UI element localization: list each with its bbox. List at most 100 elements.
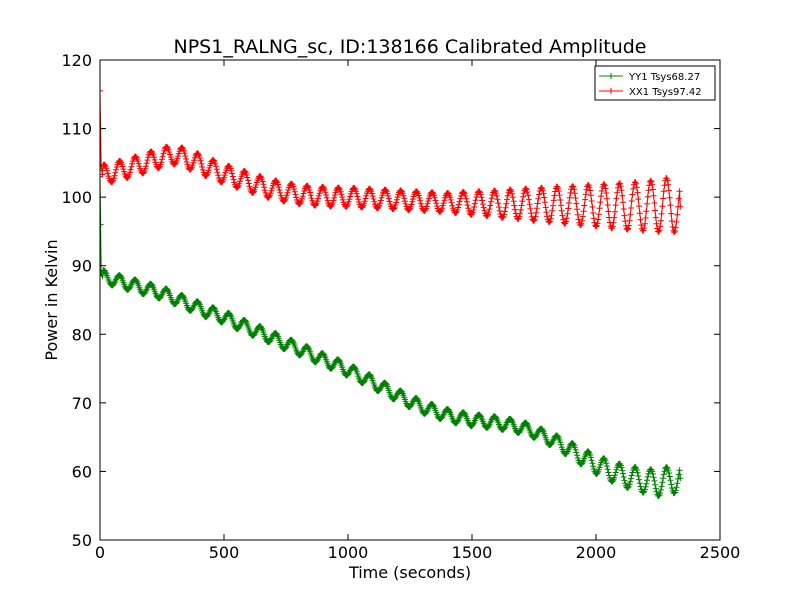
data-point <box>634 469 641 476</box>
data-point <box>550 197 557 204</box>
data-point <box>605 208 612 215</box>
data-point <box>586 184 593 191</box>
data-point <box>676 188 683 195</box>
data-point <box>385 192 392 199</box>
data-point <box>627 211 634 218</box>
data-point <box>533 205 540 212</box>
y-tick-label: 100 <box>61 188 92 207</box>
data-point <box>636 210 643 217</box>
data-point <box>314 198 321 205</box>
data-point <box>133 277 140 284</box>
data-point <box>465 205 472 212</box>
x-tick-label: 2500 <box>700 543 741 562</box>
data-point <box>148 281 155 288</box>
data-point <box>580 208 587 215</box>
data-point <box>547 215 554 222</box>
data-point <box>590 215 597 222</box>
data-point <box>666 194 673 201</box>
data-point <box>674 480 681 487</box>
data-point <box>517 206 524 213</box>
data-point <box>658 483 665 490</box>
data-point <box>414 189 421 195</box>
data-point <box>377 200 384 207</box>
x-tick-label: 1000 <box>328 543 369 562</box>
data-point <box>595 216 602 223</box>
data-point <box>463 198 470 205</box>
data-point <box>566 200 572 206</box>
data-point <box>182 153 189 159</box>
data-point <box>569 183 576 190</box>
data-point <box>509 190 516 197</box>
data-point <box>638 222 645 229</box>
chart-title: NPS1_RALNG_sc, ID:138166 Calibrated Ampl… <box>174 36 647 58</box>
data-point <box>579 460 586 467</box>
data-point <box>549 207 556 214</box>
data-point <box>416 195 423 201</box>
data-point <box>283 192 290 199</box>
data-point <box>635 473 642 479</box>
data-point <box>244 174 251 181</box>
data-point <box>101 162 108 168</box>
data-point <box>556 192 563 199</box>
data-point <box>493 414 500 421</box>
data-point <box>433 200 440 207</box>
data-point <box>612 208 618 215</box>
data-point <box>417 200 424 207</box>
data-point <box>548 212 555 219</box>
data-point <box>453 209 459 216</box>
data-point <box>322 189 329 196</box>
data-point <box>594 220 601 227</box>
data-point <box>673 484 680 491</box>
data-point <box>659 203 666 210</box>
data-point <box>494 196 501 203</box>
data-point <box>417 197 424 204</box>
data-point <box>275 181 281 188</box>
data-point <box>511 202 518 209</box>
data-point <box>470 207 477 213</box>
data-point <box>585 448 592 455</box>
data-point <box>488 195 495 202</box>
data-point <box>558 207 565 214</box>
data-point <box>555 185 562 192</box>
data-point <box>385 195 392 202</box>
data-point <box>456 198 463 205</box>
data-point <box>587 187 594 194</box>
data-point <box>160 150 167 157</box>
data-point <box>440 200 447 207</box>
data-point <box>603 190 610 196</box>
data-point <box>633 467 640 473</box>
data-point <box>353 190 360 197</box>
data-point <box>479 197 486 204</box>
data-point <box>330 197 337 204</box>
y-tick-label: 110 <box>61 120 92 139</box>
data-point <box>660 195 667 202</box>
data-point <box>660 188 667 195</box>
data-point <box>657 217 664 224</box>
data-point <box>198 160 205 167</box>
data-point <box>110 280 117 287</box>
data-point <box>242 168 249 175</box>
data-point <box>291 188 298 195</box>
data-point <box>306 186 313 193</box>
data-point <box>473 194 480 200</box>
legend-label: YY1 Tsys68.27 <box>628 72 700 83</box>
data-point <box>559 212 566 219</box>
data-point <box>359 203 366 210</box>
data-point <box>261 187 268 194</box>
data-point <box>409 196 416 203</box>
data-point <box>173 299 180 306</box>
data-point <box>619 192 626 199</box>
data-point <box>284 189 291 196</box>
series-xx1 <box>100 87 684 236</box>
data-point <box>636 203 642 210</box>
data-point <box>183 156 190 162</box>
data-point <box>612 469 619 476</box>
data-point <box>612 472 618 479</box>
data-point <box>304 344 311 351</box>
data-point <box>197 157 204 164</box>
data-point <box>603 463 610 470</box>
data-point <box>624 226 631 233</box>
data-point <box>480 204 487 211</box>
data-point <box>565 205 572 212</box>
